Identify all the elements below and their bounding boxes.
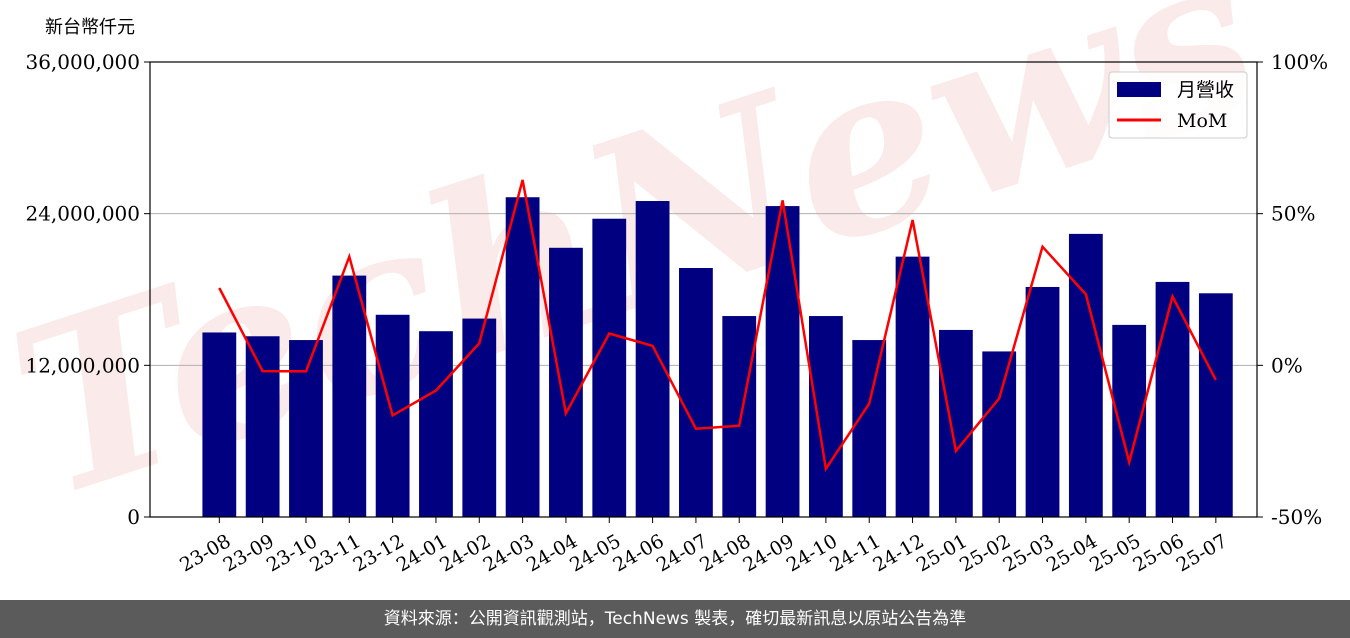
bar-24-02: [462, 318, 497, 517]
bar-24-04: [549, 247, 583, 517]
bar-25-06: [1155, 281, 1190, 517]
bar-25-02: [982, 351, 1017, 517]
bar-24-10: [809, 316, 843, 517]
x-tick-label: 25-07: [1173, 530, 1231, 576]
bar-24-06: [635, 201, 670, 517]
mom-line-group: [218, 179, 1217, 473]
left-tick-label: 24,000,000: [25, 202, 140, 226]
legend-swatch-bar: [1117, 82, 1161, 97]
bars: [202, 197, 1233, 518]
legend-label-mom: MoM: [1177, 110, 1227, 132]
legend: 月營收 MoM: [1108, 71, 1248, 139]
bar-25-07: [1198, 293, 1233, 517]
bar-25-03: [1025, 286, 1060, 517]
bar-24-09: [765, 206, 800, 518]
bar-24-05: [592, 218, 627, 517]
bar-23-08: [202, 332, 237, 517]
bar-23-10: [289, 340, 323, 517]
bar-24-07: [679, 268, 713, 517]
bar-24-12: [895, 256, 930, 517]
bar-23-11: [332, 275, 367, 517]
right-tick-label: 50%: [1271, 202, 1315, 226]
bar-24-03: [505, 197, 540, 517]
bar-24-11: [852, 340, 887, 517]
footer-bar: 資料來源：公開資訊觀測站，TechNews 製表，確切最新訊息以原站公告為準: [0, 600, 1350, 638]
bar-24-01: [419, 331, 453, 517]
left-tick-label: 12,000,000: [25, 353, 140, 377]
left-tick-label: 0: [127, 505, 140, 529]
right-tick-label: -50%: [1271, 505, 1322, 529]
right-tick-label: 100%: [1271, 50, 1328, 74]
unit-label: 新台幣仟元: [45, 17, 135, 38]
left-tick-label: 36,000,000: [25, 50, 140, 74]
right-tick-label: 0%: [1271, 353, 1303, 377]
plot-frame: [149, 61, 1258, 518]
mom-line: [218, 179, 1217, 473]
legend-label-revenue: 月營收: [1177, 79, 1234, 101]
bar-24-08: [722, 316, 757, 517]
chart-svg: TechNews 新台幣仟元 012,000,00024,000,00036,0…: [0, 0, 1328, 576]
bar-25-01: [938, 329, 973, 517]
bar-25-04: [1068, 233, 1103, 517]
bar-23-09: [245, 336, 280, 517]
